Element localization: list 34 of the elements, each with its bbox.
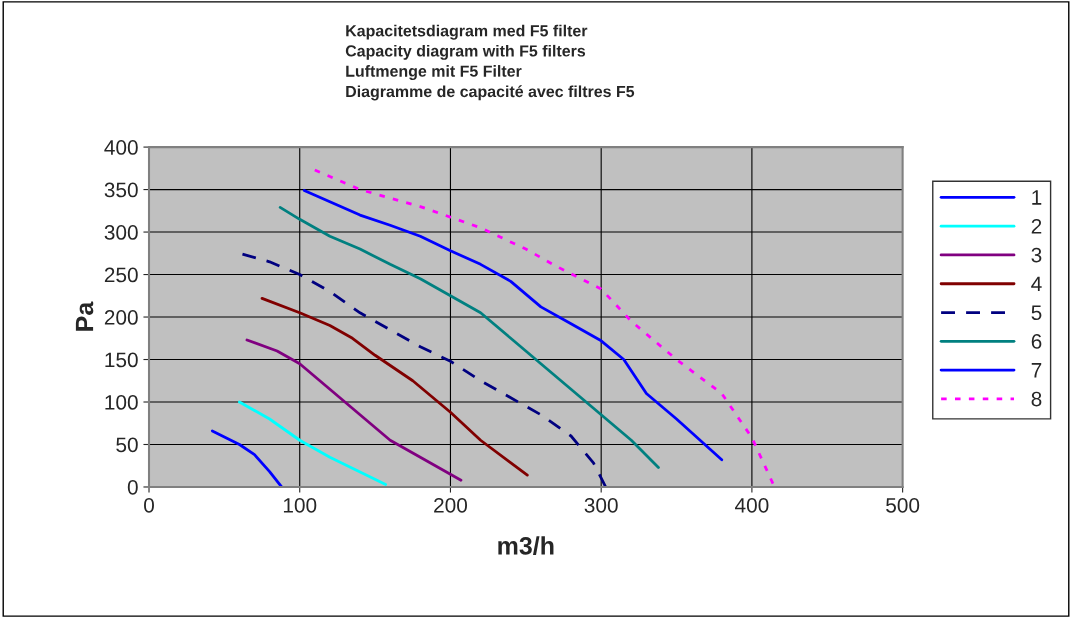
legend-label: 1 (1032, 190, 1042, 205)
legend-label: 8 (1031, 391, 1042, 407)
line-series (210, 429, 284, 487)
y-tick-label: 250 (104, 267, 138, 283)
y-tick-label: 400 (104, 140, 138, 155)
y-tick-label: 200 (104, 310, 138, 325)
legend-label: 7 (1031, 363, 1042, 378)
x-tick-label: 500 (886, 497, 920, 513)
line-series (302, 189, 724, 462)
x-tick-label: 0 (144, 497, 154, 513)
y-tick-label: 300 (104, 225, 138, 240)
line-series (278, 206, 660, 469)
x-tick-label: 400 (735, 497, 769, 513)
x-tick-label: 100 (283, 497, 317, 513)
y-axis-title: Pa (75, 301, 94, 331)
y-tick-label: 50 (116, 437, 138, 453)
line-series (241, 252, 608, 487)
line-series (260, 296, 529, 477)
legend-label: 5 (1031, 305, 1042, 321)
x-tick-label: 300 (584, 497, 618, 513)
line-series (245, 338, 463, 482)
y-tick-label: 100 (105, 395, 138, 410)
y-tick-label: 0 (127, 479, 138, 495)
line-series (313, 168, 776, 487)
y-tick-label: 150 (105, 352, 138, 368)
x-tick-label: 200 (434, 497, 468, 513)
legend-label: 2 (1031, 218, 1042, 234)
y-tick-label: 350 (104, 182, 138, 198)
line-series (238, 400, 388, 486)
chart-title: Kapacitetsdiagram med F5 filter Capacity diagram with F5 filters Luftmenge mit F5 Filter Diagramme de capacité avec filtres F5 (345, 24, 635, 101)
legend-label: 3 (1031, 247, 1042, 263)
x-axis-title: m3/h (498, 536, 554, 555)
legend-label: 6 (1031, 334, 1042, 349)
legend-label: 4 (1031, 276, 1042, 292)
